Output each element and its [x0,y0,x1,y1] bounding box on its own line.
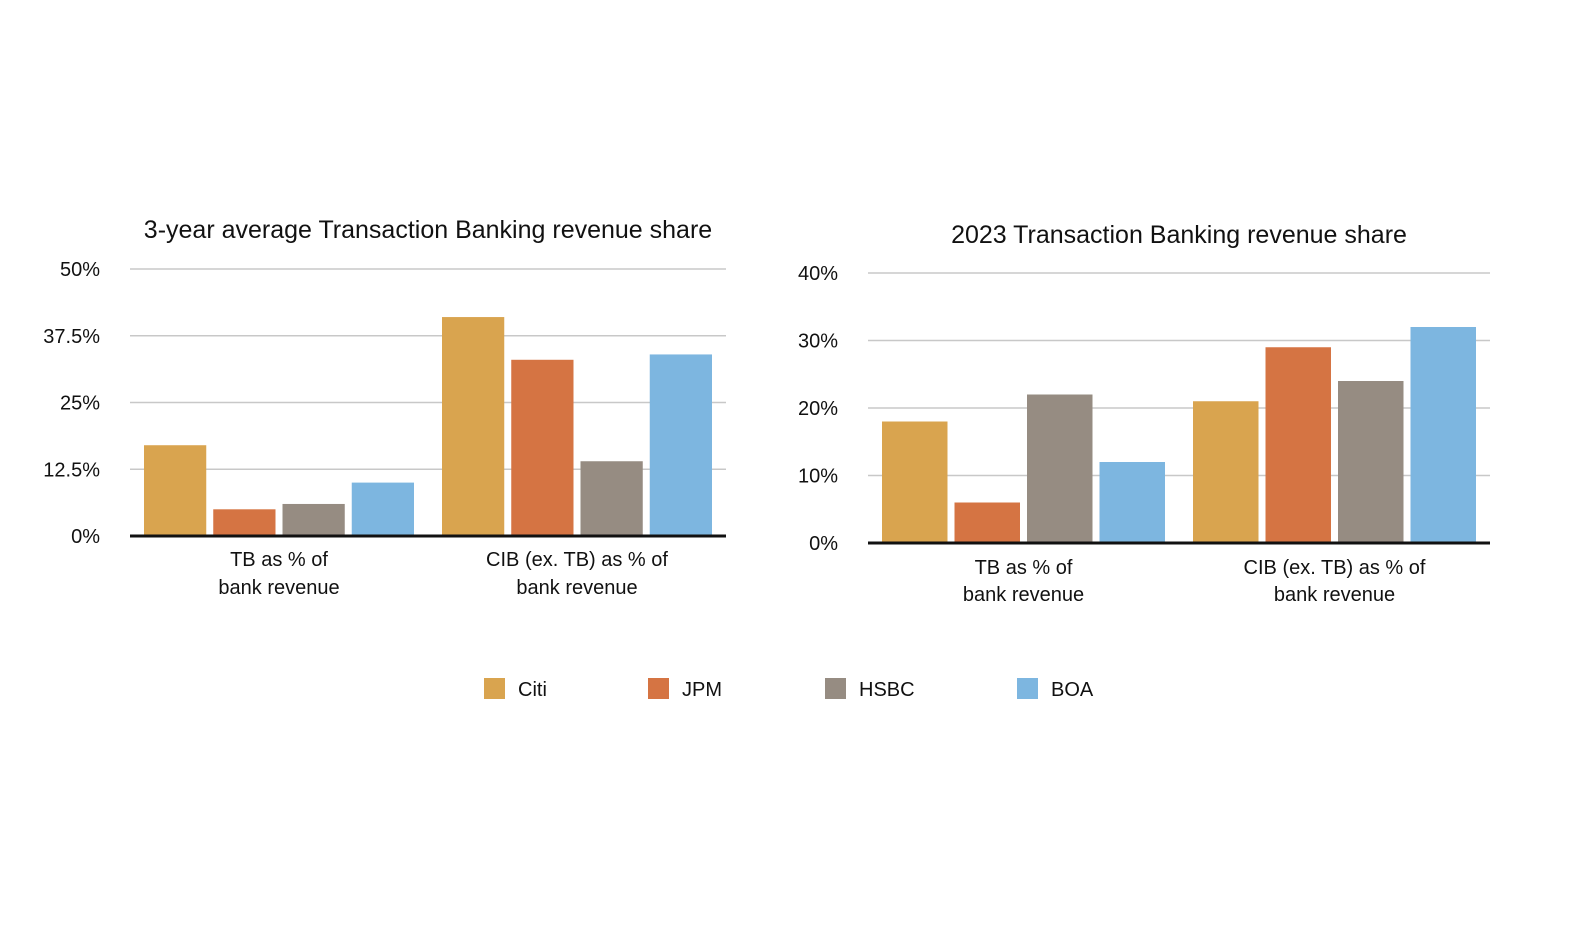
legend-swatch-jpm [648,678,669,699]
legend-swatch-boa [1017,678,1038,699]
bar-citi-1 [442,317,505,536]
x-category-label: CIB (ex. TB) as % of [1244,557,1426,579]
bar-citi-0 [144,445,207,536]
bar-hsbc-0 [1027,394,1093,543]
legend: Citi JPM HSBC BOA [484,678,1094,701]
y-tick-label: 0% [71,526,100,548]
bar-boa-0 [1099,462,1165,543]
y-tick-label: 10% [798,466,838,488]
bar-boa-1 [1410,327,1476,543]
chart-title: 3-year average Transaction Banking reven… [144,216,712,244]
bar-citi-1 [1193,401,1259,543]
bar-hsbc-1 [580,461,643,536]
bar-jpm-1 [1265,347,1331,543]
x-category-label: bank revenue [218,577,339,599]
x-category-label: bank revenue [516,577,637,599]
y-tick-label: 20% [798,398,838,420]
chart-title: 2023 Transaction Banking revenue share [951,221,1407,249]
bar-boa-1 [649,354,712,536]
bar-hsbc-1 [1338,381,1404,543]
x-category-label: bank revenue [1274,584,1395,606]
y-tick-label: 25% [60,393,100,415]
y-tick-label: 37.5% [43,326,100,348]
x-category-label: TB as % of [230,549,328,571]
y-tick-label: 30% [798,331,838,353]
y-tick-label: 0% [809,533,838,555]
legend-label-citi: Citi [518,679,547,701]
x-category-label: bank revenue [963,584,1084,606]
y-tick-label: 40% [798,263,838,285]
y-tick-label: 12.5% [43,459,100,481]
bar-jpm-1 [511,359,574,536]
bar-citi-0 [882,421,948,543]
legend-label-jpm: JPM [682,679,722,701]
bar-jpm-0 [954,502,1020,543]
chart-3-year-average: 3-year average Transaction Banking reven… [43,216,726,599]
legend-label-boa: BOA [1051,679,1094,701]
bar-jpm-0 [213,509,276,536]
bar-hsbc-0 [282,503,345,536]
x-category-label: TB as % of [975,557,1073,579]
chart-2023: 2023 Transaction Banking revenue share 0%… [798,221,1490,606]
bar-boa-0 [351,482,414,536]
x-category-label: CIB (ex. TB) as % of [486,549,668,571]
legend-swatch-hsbc [825,678,846,699]
legend-label-hsbc: HSBC [859,679,915,701]
y-tick-label: 50% [60,259,100,281]
legend-swatch-citi [484,678,505,699]
